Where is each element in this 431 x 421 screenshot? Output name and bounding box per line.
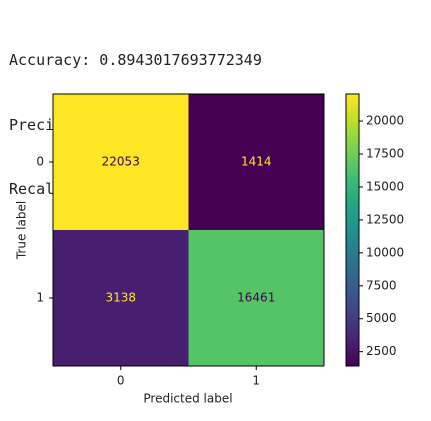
heatmap-cell <box>53 230 189 366</box>
output-line: Accuracy: 0.8943017693772349 <box>9 51 262 69</box>
x-tick-label: 0 <box>117 374 125 388</box>
colorbar-tick-label: 12500 <box>366 212 404 226</box>
colorbar <box>345 93 360 367</box>
colorbar-tick-label: 7500 <box>366 278 397 292</box>
x-tick-label: 1 <box>252 374 260 388</box>
y-axis-label: True label <box>15 201 29 260</box>
y-tick-label: 0 <box>36 155 44 169</box>
colorbar-tick-label: 2500 <box>366 344 397 358</box>
cell-label: 22053 <box>102 155 140 169</box>
plot-frame <box>52 93 325 367</box>
heatmap-cell <box>53 94 189 230</box>
cell-label: 1414 <box>241 155 272 169</box>
x-axis-label: Predicted label <box>143 392 232 406</box>
y-tick-label: 1 <box>36 291 44 305</box>
colorbar-tick-label: 5000 <box>366 311 397 325</box>
cell-label: 3138 <box>105 291 136 305</box>
heatmap-cell <box>188 230 324 366</box>
colorbar-tick-label: 17500 <box>366 147 404 161</box>
heatmap-cell <box>188 94 324 230</box>
colorbar-tick-label: 20000 <box>366 114 404 128</box>
cell-label: 16461 <box>237 291 275 305</box>
colorbar-tick-label: 10000 <box>366 245 404 259</box>
colorbar-tick-label: 15000 <box>366 179 404 193</box>
